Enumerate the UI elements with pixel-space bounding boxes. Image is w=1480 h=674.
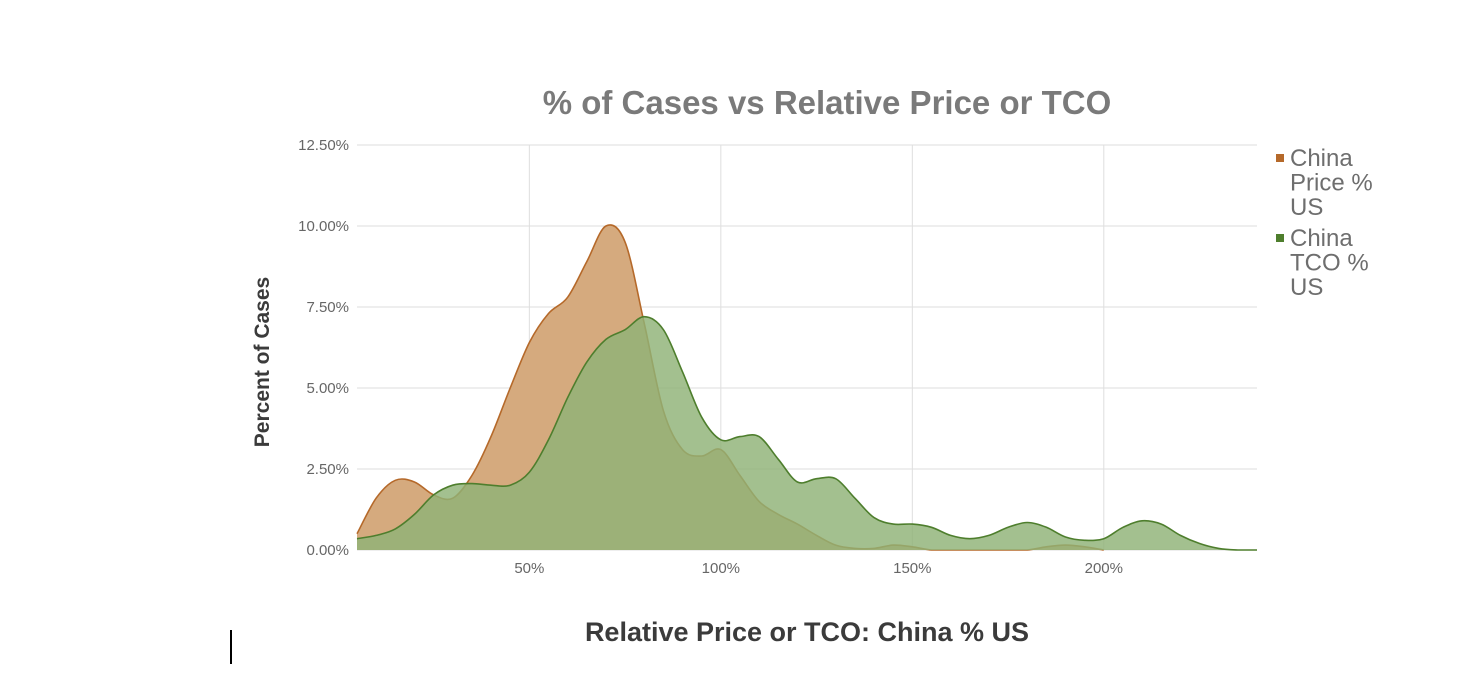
legend-label-china-tco-us: TCO % — [1290, 250, 1369, 277]
y-tick-label: 12.50% — [298, 137, 349, 154]
text-cursor — [230, 630, 232, 664]
y-tick-label: 10.00% — [298, 218, 349, 235]
legend-swatch-china-price-us — [1276, 154, 1284, 162]
legend-swatch-china-tco-us — [1276, 234, 1284, 242]
plot-area — [356, 224, 1257, 551]
line-china-tco-us — [356, 315, 1257, 551]
area-china-tco-us — [357, 316, 1257, 550]
x-tick-label: 50% — [514, 560, 544, 577]
x-axis-title: Relative Price or TCO: China % US — [585, 617, 1029, 647]
x-tick-label: 100% — [702, 560, 740, 577]
y-tick-label: 0.00% — [306, 542, 349, 559]
x-tick-label: 200% — [1085, 560, 1123, 577]
legend-label-china-price-us: China — [1290, 145, 1353, 172]
y-tick-label: 5.00% — [306, 380, 349, 397]
y-tick-label: 2.50% — [306, 461, 349, 478]
x-axis: 50% 100% 150% 200% — [514, 560, 1123, 577]
chart-title: % of Cases vs Relative Price or TCO — [543, 84, 1112, 121]
y-axis-title: Percent of Cases — [251, 277, 274, 447]
legend-label-china-price-us: US — [1290, 194, 1323, 221]
legend-label-china-tco-us: US — [1290, 274, 1323, 301]
y-axis: 0.00% 2.50% 5.00% 7.50% 10.00% 12.50% — [298, 137, 349, 559]
y-tick-label: 7.50% — [306, 299, 349, 316]
legend-label-china-tco-us: China — [1290, 225, 1353, 252]
x-tick-label: 150% — [893, 560, 931, 577]
legend-label-china-price-us: Price % — [1290, 170, 1373, 197]
